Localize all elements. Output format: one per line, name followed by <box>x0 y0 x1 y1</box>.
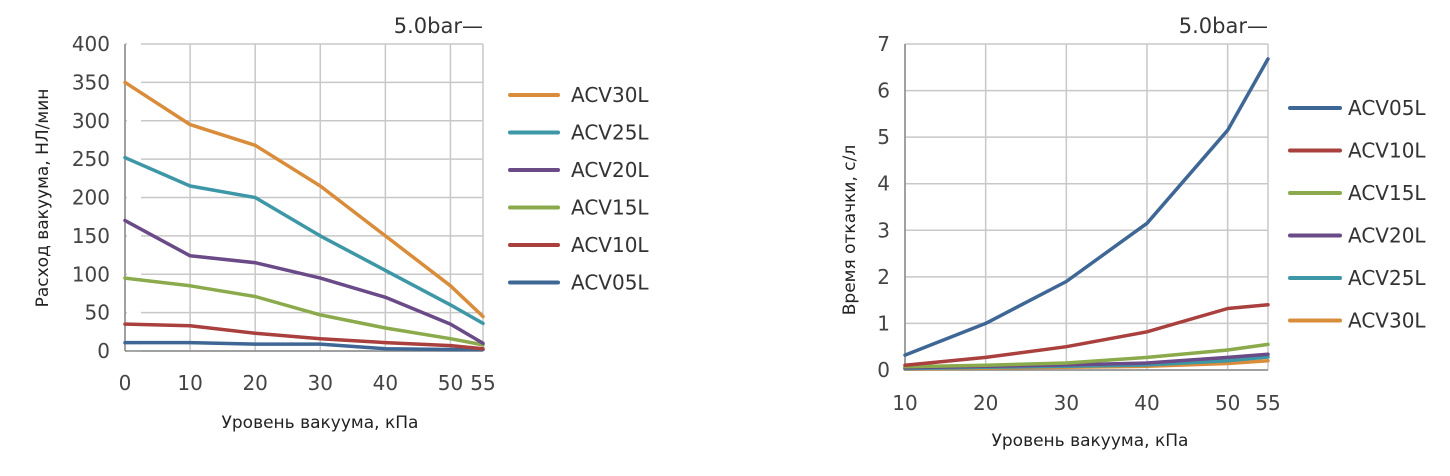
y-tick-label: 3 <box>877 218 890 242</box>
x-tick-label: 10 <box>892 391 917 415</box>
x-tick-label: 10 <box>177 371 202 395</box>
y-tick-label: 350 <box>72 70 110 94</box>
y-tick-label: 6 <box>877 79 890 103</box>
series-line-acv15l <box>903 342 1270 369</box>
y-tick-label: 400 <box>72 32 110 56</box>
x-tick-label: 30 <box>1054 391 1079 415</box>
series-line-acv15l <box>123 276 485 347</box>
x-tick-label: 50 <box>1215 391 1240 415</box>
legend-label: ACV05L <box>571 271 649 295</box>
y-tick-label: 0 <box>877 358 890 382</box>
legend-label: ACV15L <box>1348 181 1426 205</box>
y-tick-label: 7 <box>877 32 890 56</box>
legend-label: ACV15L <box>571 196 649 220</box>
legend-label: ACV30L <box>571 83 649 107</box>
x-tick-label: 40 <box>373 371 398 395</box>
y-tick-label: 1 <box>877 311 890 335</box>
y-tick-label: 100 <box>72 262 110 286</box>
x-tick-label: 30 <box>308 371 333 395</box>
y-tick-label: 0 <box>97 339 110 363</box>
legend-label: ACV10L <box>571 233 649 257</box>
legend-label: ACV10L <box>1348 139 1426 163</box>
y-axis-title: Расход вакуума, НЛ/мин <box>33 89 53 308</box>
x-tick-label: 50 <box>438 371 463 395</box>
series-line-acv20l <box>123 218 485 346</box>
series-line-acv05l <box>123 340 485 352</box>
series-line-acv05l <box>903 57 1270 357</box>
series-line-acv10l <box>123 322 485 351</box>
legend-label: ACV05L <box>1348 96 1426 120</box>
series-line-acv10l <box>903 303 1270 368</box>
legend-label: ACV25L <box>571 121 649 145</box>
legend-label: ACV25L <box>1348 266 1426 290</box>
legend-label: ACV30L <box>1348 309 1426 333</box>
x-tick-label: 40 <box>1134 391 1159 415</box>
y-tick-label: 50 <box>85 301 110 325</box>
series-line-acv25l <box>123 155 485 326</box>
y-tick-label: 150 <box>72 224 110 248</box>
plot-area <box>905 44 1268 370</box>
x-tick-label: 55 <box>470 371 495 395</box>
evacuation-time-chart: 0 1 2 3 4 5 6 7 10 20 30 40 50 55 5.0bar— ACV05L ACV10L A… <box>840 14 1426 451</box>
y-tick-label: 250 <box>72 147 110 171</box>
pressure-label: 5.0bar— <box>1179 14 1268 38</box>
legend-label: ACV20L <box>1348 224 1426 248</box>
x-tick-label: 20 <box>973 391 998 415</box>
series-line-acv30l <box>123 80 485 319</box>
x-tick-label: 55 <box>1255 391 1280 415</box>
vacuum-flow-chart: 0 50 100 150 200 250 300 350 400 0 10 20 30 40 50 55 5.0… <box>33 14 649 433</box>
legend-label: ACV20L <box>571 158 649 182</box>
x-tick-label: 0 <box>119 371 132 395</box>
x-axis-title: Уровень вакуума, кПа <box>992 431 1189 451</box>
y-tick-label: 300 <box>72 109 110 133</box>
y-axis-title: Время откачки, с/л <box>840 145 860 315</box>
y-tick-label: 4 <box>877 172 890 196</box>
x-axis-title: Уровень вакуума, кПа <box>222 413 419 433</box>
pressure-label: 5.0bar— <box>394 14 483 38</box>
y-tick-label: 200 <box>72 186 110 210</box>
x-tick-label: 20 <box>242 371 267 395</box>
y-tick-label: 5 <box>877 125 890 149</box>
y-tick-label: 2 <box>877 265 890 289</box>
